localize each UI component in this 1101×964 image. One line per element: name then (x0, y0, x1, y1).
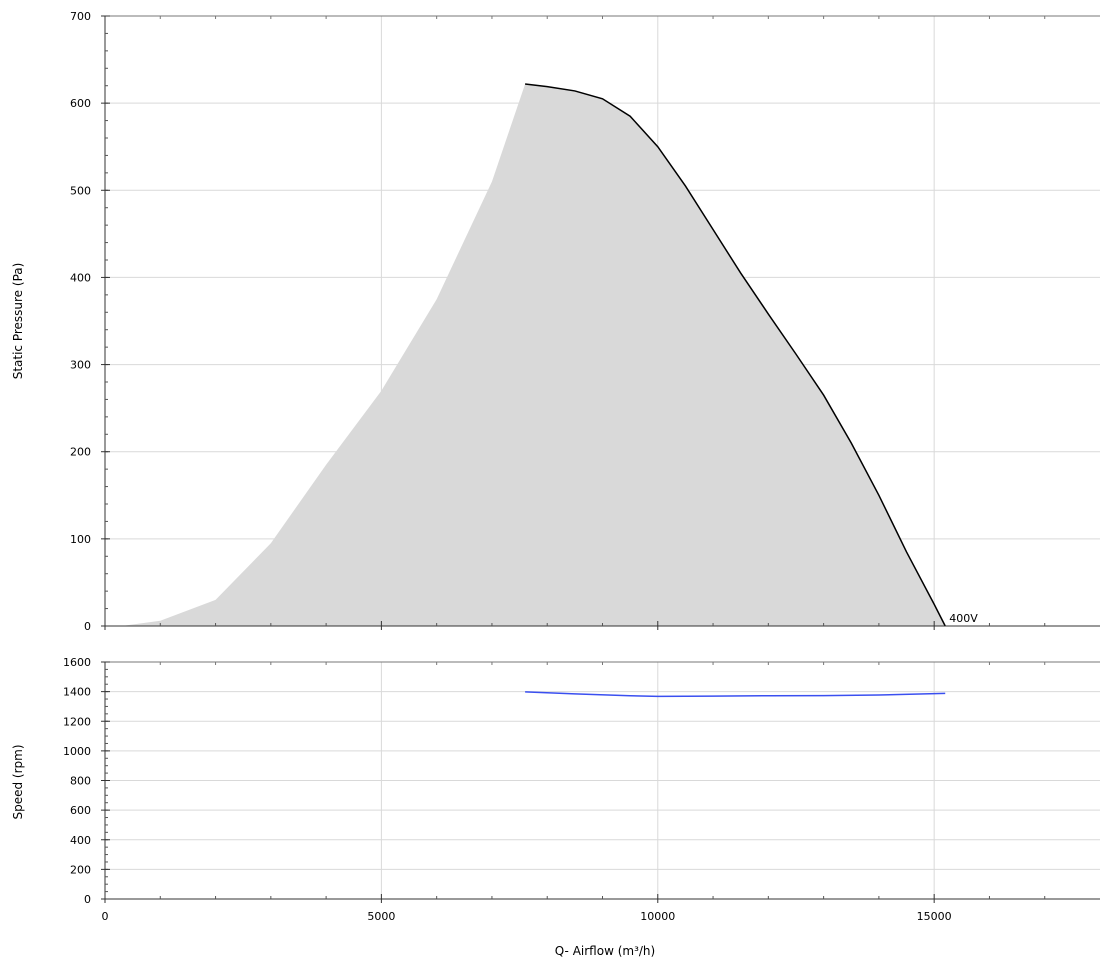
y-tick-label: 200 (70, 446, 91, 459)
x-tick-label: 5000 (367, 910, 395, 923)
y-tick-label: 600 (70, 97, 91, 110)
y-tick-label: 1000 (63, 745, 91, 758)
y-tick-label: 600 (70, 804, 91, 817)
y-tick-label: 500 (70, 184, 91, 197)
y-tick-label: 1600 (63, 656, 91, 669)
y-tick-label: 800 (70, 775, 91, 788)
x-tick-label: 0 (102, 910, 109, 923)
y-tick-label: 700 (70, 10, 91, 23)
y-tick-label: 0 (84, 620, 91, 633)
fan-curve-400v (525, 83, 946, 627)
y-tick-label: 100 (70, 533, 91, 546)
speed-curve (525, 691, 946, 698)
speed-plot: 0 200 400 600 800 1000 1200 1400 1600 0 5000 10000 1… (63, 656, 1100, 923)
y-tick-label: 200 (70, 863, 91, 876)
x-tick-label: 10000 (640, 910, 675, 923)
speed-axis-title: Speed (rpm) (11, 744, 25, 819)
y-tick-label: 400 (70, 834, 91, 847)
x-tick-label: 15000 (917, 910, 952, 923)
series-label-400v: 400V (949, 612, 978, 625)
y-tick-label: 300 (70, 359, 91, 372)
pressure-axis-title: Static Pressure (Pa) (11, 263, 25, 380)
airflow-axis-title: Q- Airflow (m³/h) (555, 944, 655, 958)
y-tick-label: 0 (84, 893, 91, 906)
y-tick-label: 1400 (63, 686, 91, 699)
y-tick-label: 400 (70, 271, 91, 284)
operating-area (121, 83, 946, 626)
y-tick-label: 1200 (63, 715, 91, 728)
pressure-plot: 400V 0 100 200 300 400 500 600 700 (70, 10, 1100, 633)
